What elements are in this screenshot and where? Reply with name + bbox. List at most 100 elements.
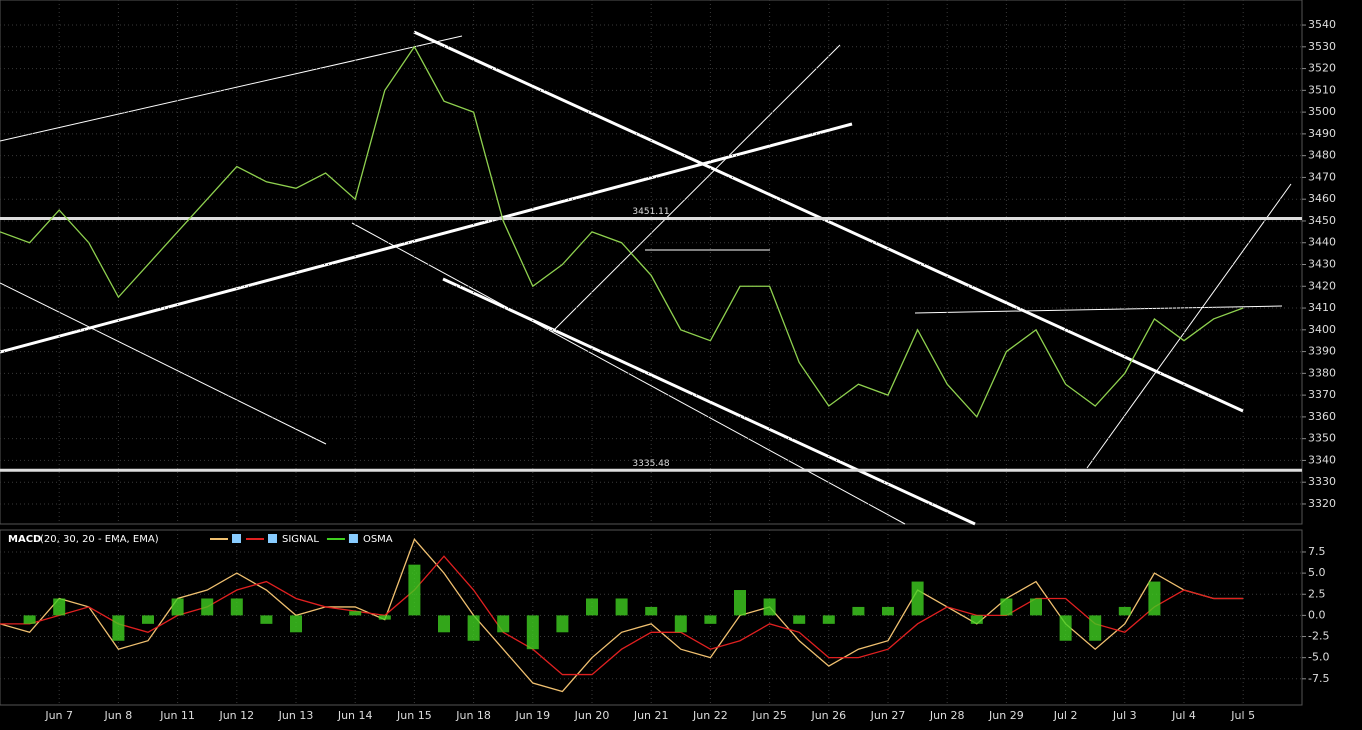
x-tick-label: Jul 5 xyxy=(1230,709,1255,722)
legend-checkbox[interactable] xyxy=(268,534,277,543)
osma-bar xyxy=(1030,598,1042,616)
x-tick-label: Jun 8 xyxy=(104,709,133,722)
y-tick-label: 7.5 xyxy=(1308,545,1326,558)
y-tick-label: 3460 xyxy=(1308,192,1336,205)
trend-line xyxy=(551,44,841,333)
price-pane xyxy=(0,0,1303,525)
osma-bar xyxy=(201,598,214,616)
osma-bar xyxy=(230,598,243,616)
trend-line xyxy=(914,305,1283,314)
y-tick-label: 3380 xyxy=(1308,366,1336,379)
legend-label: OSMA xyxy=(363,534,393,545)
osma-bar xyxy=(852,606,865,616)
level-label: 3335.48 xyxy=(632,459,669,469)
x-tick-label: Jun 19 xyxy=(514,709,550,722)
y-tick-label: 3420 xyxy=(1308,279,1336,292)
y-tick-label: 5.0 xyxy=(1308,566,1326,579)
osma-bar xyxy=(23,615,36,624)
macd-title: MACD xyxy=(8,534,41,545)
y-tick-label: 3520 xyxy=(1308,62,1336,75)
y-tick-label: 3450 xyxy=(1308,214,1336,227)
osma-bar xyxy=(1059,615,1072,641)
osma-bar xyxy=(378,615,391,620)
x-tick-label: Jul 4 xyxy=(1171,709,1196,722)
y-tick-label: 3320 xyxy=(1308,497,1336,510)
osma-bar xyxy=(290,615,302,633)
y-tick-label: 3440 xyxy=(1308,236,1336,249)
y-tick-label: 3340 xyxy=(1308,453,1336,466)
osma-bar xyxy=(763,598,776,616)
x-tick-label: Jun 13 xyxy=(278,709,314,722)
osma-bar xyxy=(1118,606,1131,616)
y-tick-label: -5.0 xyxy=(1308,651,1329,664)
y-tick-label: -2.5 xyxy=(1308,630,1329,643)
level-label: 3451.11 xyxy=(632,207,669,217)
osma-bar xyxy=(349,611,362,616)
x-tick-label: Jun 18 xyxy=(455,709,491,722)
osma-bar xyxy=(526,615,539,650)
osma-bar xyxy=(615,598,628,616)
x-tick-label: Jun 20 xyxy=(574,709,610,722)
x-tick-label: Jun 28 xyxy=(929,709,965,722)
trend-lines xyxy=(0,30,1292,526)
x-tick-label: Jun 14 xyxy=(337,709,373,722)
y-tick-label: 3480 xyxy=(1308,149,1336,162)
trend-line xyxy=(413,30,1244,413)
legend-label: SIGNAL xyxy=(282,534,319,545)
x-tick-label: Jun 12 xyxy=(218,709,254,722)
trend-line xyxy=(1086,183,1292,469)
x-tick-label: Jun 27 xyxy=(870,709,906,722)
trend-line xyxy=(0,35,463,142)
osma-bar xyxy=(142,615,154,624)
y-tick-label: 3470 xyxy=(1308,170,1336,183)
osma-bar xyxy=(586,598,598,616)
osma-bar xyxy=(1148,581,1161,616)
osma-bar xyxy=(1089,615,1102,641)
y-tick-label: 3350 xyxy=(1308,432,1336,445)
y-tick-label: 3360 xyxy=(1308,410,1336,423)
price-line xyxy=(0,45,1244,419)
trend-line xyxy=(0,122,853,354)
legend-checkbox[interactable] xyxy=(348,534,358,543)
osma-bar xyxy=(408,564,421,616)
y-tick-label: 3430 xyxy=(1308,258,1336,271)
y-tick-label: 3410 xyxy=(1308,301,1336,314)
legend-checkbox[interactable] xyxy=(232,534,241,543)
macd-pane xyxy=(0,529,1303,706)
osma-bar xyxy=(970,615,983,624)
macd-line xyxy=(0,538,1244,693)
x-tick-label: Jul 3 xyxy=(1112,709,1137,722)
macd-params: (20, 30, 20 - EMA, EMA) xyxy=(40,534,159,545)
osma-bar xyxy=(260,615,273,624)
y-tick-label: 3510 xyxy=(1308,83,1336,96)
osma-bar xyxy=(704,615,717,624)
osma-bar xyxy=(467,615,480,641)
macd-legend: MACD (20, 30, 20 - EMA, EMA) xyxy=(8,534,159,545)
osma-bar xyxy=(112,615,125,641)
osma-bar xyxy=(822,615,835,624)
y-tick-label: 3400 xyxy=(1308,323,1336,336)
x-tick-label: Jun 22 xyxy=(692,709,728,722)
x-tick-label: Jun 21 xyxy=(633,709,669,722)
y-tick-label: 3330 xyxy=(1308,475,1336,488)
y-tick-label: 2.5 xyxy=(1308,587,1326,600)
osma-bar xyxy=(53,598,66,616)
osma-bar xyxy=(734,590,746,616)
osma-bar xyxy=(882,606,894,616)
trend-line xyxy=(0,282,327,445)
x-tick-label: Jun 15 xyxy=(396,709,432,722)
y-tick-label: -7.5 xyxy=(1308,672,1329,685)
y-tick-label: 0.0 xyxy=(1308,608,1326,621)
y-tick-label: 3490 xyxy=(1308,127,1336,140)
osma-bar xyxy=(1000,598,1013,616)
y-tick-label: 3370 xyxy=(1308,388,1336,401)
x-tick-label: Jun 7 xyxy=(44,709,73,722)
osma-bar xyxy=(497,615,510,633)
x-tick-label: Jun 25 xyxy=(751,709,787,722)
osma-bar xyxy=(793,615,806,624)
y-tick-label: 3390 xyxy=(1308,345,1336,358)
y-tick-label: 3500 xyxy=(1308,105,1336,118)
osma-bar xyxy=(674,615,687,633)
